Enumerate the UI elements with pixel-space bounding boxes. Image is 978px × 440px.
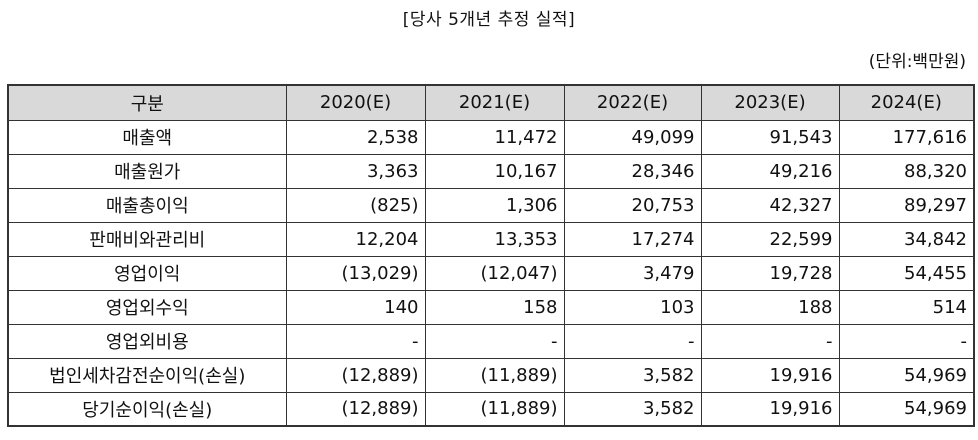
column-header: 2023(E) bbox=[700, 84, 840, 121]
table-header-row: 구분 2020(E) 2021(E) 2022(E) 2023(E) 2024(… bbox=[7, 84, 975, 121]
table-cell: (12,889) bbox=[285, 357, 426, 393]
table-cell: 103 bbox=[563, 289, 702, 325]
table-row: 매출총이익 (825) 1,306 20,753 42,327 89,297 bbox=[7, 187, 975, 223]
table-row: 영업이익 (13,029) (12,047) 3,479 19,728 54,455 bbox=[7, 255, 975, 291]
table-cell: 89,297 bbox=[838, 187, 975, 223]
row-label: 매출액 bbox=[7, 119, 287, 155]
table-cell: 12,204 bbox=[285, 221, 426, 257]
row-label: 매출총이익 bbox=[7, 187, 287, 223]
financial-table: 구분 2020(E) 2021(E) 2022(E) 2023(E) 2024(… bbox=[7, 84, 975, 427]
row-label: 영업외수익 bbox=[7, 289, 287, 325]
column-header: 2022(E) bbox=[563, 84, 702, 121]
table-cell: 49,216 bbox=[700, 153, 840, 189]
table-row: 영업외수익 140 158 103 188 514 bbox=[7, 289, 975, 325]
table-row: 당기순이익(손실) (12,889) (11,889) 3,582 19,916 54,9… bbox=[7, 391, 975, 427]
row-label: 법인세차감전순이익(손실) bbox=[7, 357, 287, 393]
table-cell: 91,543 bbox=[700, 119, 840, 155]
table-cell: 19,916 bbox=[700, 391, 840, 427]
row-label: 매출원가 bbox=[7, 153, 287, 189]
table-row: 매출액 2,538 11,472 49,099 91,543 177,616 bbox=[7, 119, 975, 155]
table-cell: 42,327 bbox=[700, 187, 840, 223]
table-cell: 20,753 bbox=[563, 187, 702, 223]
table-cell: 54,969 bbox=[838, 357, 975, 393]
table-cell: - bbox=[285, 323, 426, 359]
table-row: 매출원가 3,363 10,167 28,346 49,216 88,320 bbox=[7, 153, 975, 189]
table-cell: 28,346 bbox=[563, 153, 702, 189]
table-cell: 19,728 bbox=[700, 255, 840, 291]
table-cell: 188 bbox=[700, 289, 840, 325]
table-cell: 1,306 bbox=[424, 187, 565, 223]
table-cell: (12,889) bbox=[285, 391, 426, 427]
row-label: 영업외비용 bbox=[7, 323, 287, 359]
table-cell: 17,274 bbox=[563, 221, 702, 257]
table-cell: - bbox=[700, 323, 840, 359]
table-cell: 34,842 bbox=[838, 221, 975, 257]
row-label: 판매비와관리비 bbox=[7, 221, 287, 257]
table-cell: 514 bbox=[838, 289, 975, 325]
table-cell: 3,363 bbox=[285, 153, 426, 189]
table-cell: 11,472 bbox=[424, 119, 565, 155]
table-cell: 3,582 bbox=[563, 357, 702, 393]
column-header: 2021(E) bbox=[424, 84, 565, 121]
table-cell: (825) bbox=[285, 187, 426, 223]
table-cell: 3,479 bbox=[563, 255, 702, 291]
table-cell: (11,889) bbox=[424, 391, 565, 427]
row-label: 영업이익 bbox=[7, 255, 287, 291]
table-cell: - bbox=[838, 323, 975, 359]
row-label: 당기순이익(손실) bbox=[7, 391, 287, 427]
table-cell: 49,099 bbox=[563, 119, 702, 155]
table-cell: 2,538 bbox=[285, 119, 426, 155]
table-cell: 13,353 bbox=[424, 221, 565, 257]
table-cell: (12,047) bbox=[424, 255, 565, 291]
table-cell: 140 bbox=[285, 289, 426, 325]
column-header: 2024(E) bbox=[838, 84, 975, 121]
table-cell: 54,455 bbox=[838, 255, 975, 291]
table-cell: 54,969 bbox=[838, 391, 975, 427]
table-row: 법인세차감전순이익(손실) (12,889) (11,889) 3,582 19,916… bbox=[7, 357, 975, 393]
table-cell: 88,320 bbox=[838, 153, 975, 189]
table-cell: 177,616 bbox=[838, 119, 975, 155]
table-cell: - bbox=[424, 323, 565, 359]
table-cell: 158 bbox=[424, 289, 565, 325]
table-cell: 3,582 bbox=[563, 391, 702, 427]
table-cell: 10,167 bbox=[424, 153, 565, 189]
table-cell: - bbox=[563, 323, 702, 359]
table-cell: 22,599 bbox=[700, 221, 840, 257]
table-row: 영업외비용 - - - - - bbox=[7, 323, 975, 359]
table-cell: (11,889) bbox=[424, 357, 565, 393]
table-cell: (13,029) bbox=[285, 255, 426, 291]
table-cell: 19,916 bbox=[700, 357, 840, 393]
column-header: 2020(E) bbox=[285, 84, 426, 121]
document-title: [당사 5개년 추정 실적] bbox=[402, 10, 576, 30]
unit-note: (단위:백만원) bbox=[868, 52, 966, 72]
column-header: 구분 bbox=[7, 84, 287, 121]
table-row: 판매비와관리비 12,204 13,353 17,274 22,599 34,842 bbox=[7, 221, 975, 257]
